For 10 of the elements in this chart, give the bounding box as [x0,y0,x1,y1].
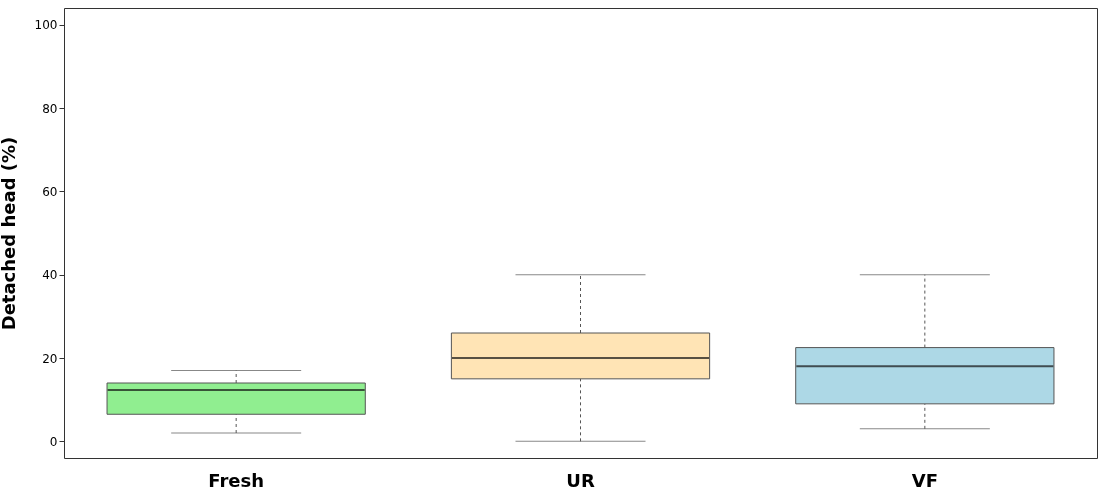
y-tick-label: 20 [42,351,58,366]
y-tick-label: 80 [42,101,58,116]
y-tick-label: 0 [49,434,58,449]
y-axis-title: Detached head (%) [0,136,19,331]
x-tick-label: UR [566,469,595,491]
y-tick-label: 60 [42,184,58,199]
y-tick-label: 100 [34,18,58,33]
x-tick-label: Fresh [208,469,265,491]
x-tick-label: VF [911,469,938,491]
y-tick-label: 40 [42,268,58,283]
